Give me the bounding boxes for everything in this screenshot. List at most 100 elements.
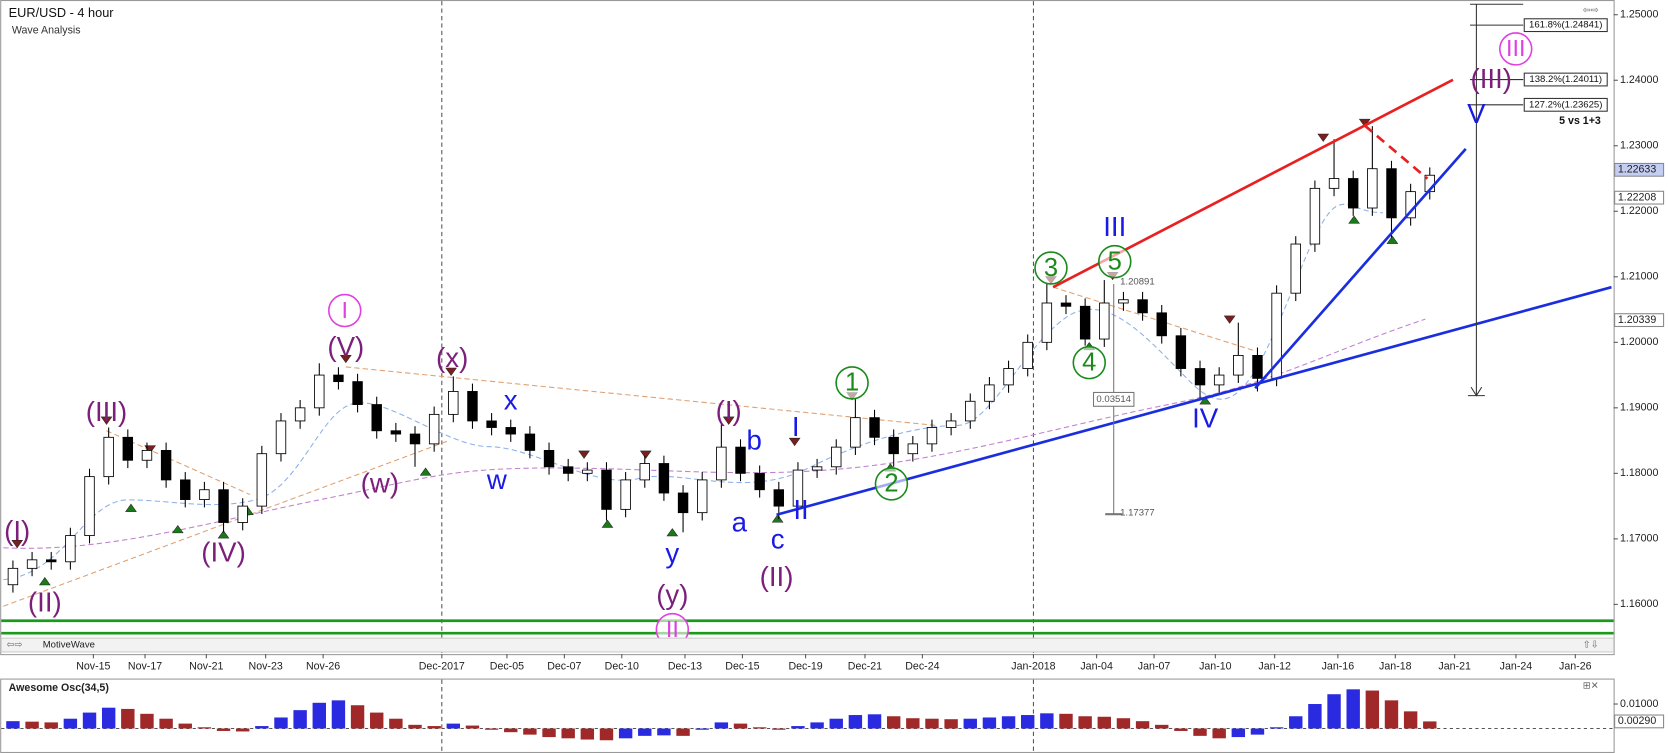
candle-body [409,433,421,445]
wave-label: 4 [1082,348,1096,376]
price-tag-label: 1.20339 [1618,314,1656,326]
swing-low [1199,396,1212,405]
chart-subtitle: Wave Analysis [12,25,81,37]
candle-body [26,559,38,569]
osc-bar [159,718,173,729]
osc-bar [1346,689,1360,729]
candle-body [141,449,153,461]
toolbar-icons[interactable]: ⇦⇨ [7,640,23,651]
swing-high [100,416,113,425]
candle-body [831,446,842,468]
wave-label-circle [328,293,362,328]
x-tick-label: Dec-19 [788,661,822,673]
wave-label-circle [1098,244,1132,279]
candle-body [1194,368,1206,386]
candle-body [811,466,823,471]
candle-body [735,446,746,474]
candle-body [199,489,210,500]
osc-bar [255,726,269,729]
osc-bar [101,707,116,729]
osc-bar [504,728,518,733]
trend-line [776,285,1612,517]
osc-bar [599,728,614,741]
candle-body [639,463,650,481]
osc-bar [1059,713,1073,729]
wave-label: w [486,464,508,495]
swing-low [1348,215,1360,224]
x-tick-label: Jan-12 [1258,661,1291,673]
osc-bar [1135,721,1150,729]
osc-bar [1078,716,1092,729]
fib-label-box [1523,72,1608,87]
osc-bar [121,708,135,729]
candle-body [907,443,919,455]
swing-low [39,577,51,586]
labels-layer: 1.16000 1.17000 1.18000 1.19000 1.20000 1.210… [4,3,1665,729]
osc-bar [925,718,939,729]
swing-low [601,519,614,528]
candle-body [562,466,574,474]
wave-label: I [342,297,349,323]
candle-body [486,420,497,428]
candle-body [1041,302,1053,343]
candle-body [275,420,287,455]
toolbar-label: MotiveWave [43,640,95,651]
candle-body [1118,299,1129,304]
candle-body [792,469,804,507]
swing-low [125,503,137,512]
price-tag [1614,190,1665,205]
y-tick-label: 1.19000 [1620,402,1658,414]
x-tick-label: Dec-21 [848,661,882,673]
wave-label: (w) [361,467,399,498]
x-tick-label: Jan-10 [1199,661,1232,673]
candle-body [869,417,880,438]
osc-bar [1021,715,1035,729]
candle-body [122,436,134,461]
swing-low [771,514,784,523]
osc-bar [1116,718,1131,729]
wave-label: II [666,616,679,642]
candle-body [314,374,325,409]
y-tick-label: 1.23000 [1620,140,1658,152]
toolbar-icons[interactable]: ⇧⇩ [1583,640,1599,651]
osc-bar [63,718,78,729]
candle-body [7,567,19,586]
x-tick-label: Jan-16 [1322,661,1355,673]
candle-body [945,420,957,428]
candle-body [1213,374,1225,386]
swing-low [171,524,184,534]
candle-body [984,384,995,402]
measure-range: 0.03514 [1096,394,1131,405]
wave-label: 1 [845,369,859,397]
osc-bar [1423,721,1437,729]
fib-label-box [1523,97,1608,112]
osc-bar [886,716,901,729]
candle-body [218,489,229,523]
candle-body [1156,312,1167,337]
panel-icons[interactable]: ⇦⇨ [1583,5,1599,16]
osc-bar [1155,724,1169,729]
osc-y-tick-label: 0.01000 [1620,698,1658,710]
fib-label: 138.2%(1.24011) [1529,74,1602,85]
wave-label-circle [1498,32,1533,66]
x-tick-label: Nov-23 [249,661,283,673]
candle-body [1137,299,1148,314]
wave-label-circle [835,366,869,400]
osc-bar [657,728,671,736]
swing-high [578,450,590,459]
candle-body [1079,305,1091,340]
panel-icons[interactable]: ⊞✕ [1583,681,1599,692]
osc-bar [542,728,556,738]
fib-label: 161.8%(1.24841) [1529,20,1602,31]
candle-body [1367,168,1378,209]
osc-bar [312,702,326,729]
candle-body [371,404,382,432]
price-tag [1614,162,1665,177]
osc-bar [1231,728,1246,738]
wave-label: b [747,425,762,456]
wave-label: IV [1192,402,1219,433]
swing-high [722,416,735,425]
osc-bar [350,705,365,729]
candle-body [620,479,631,510]
osc-bar [1174,728,1188,731]
